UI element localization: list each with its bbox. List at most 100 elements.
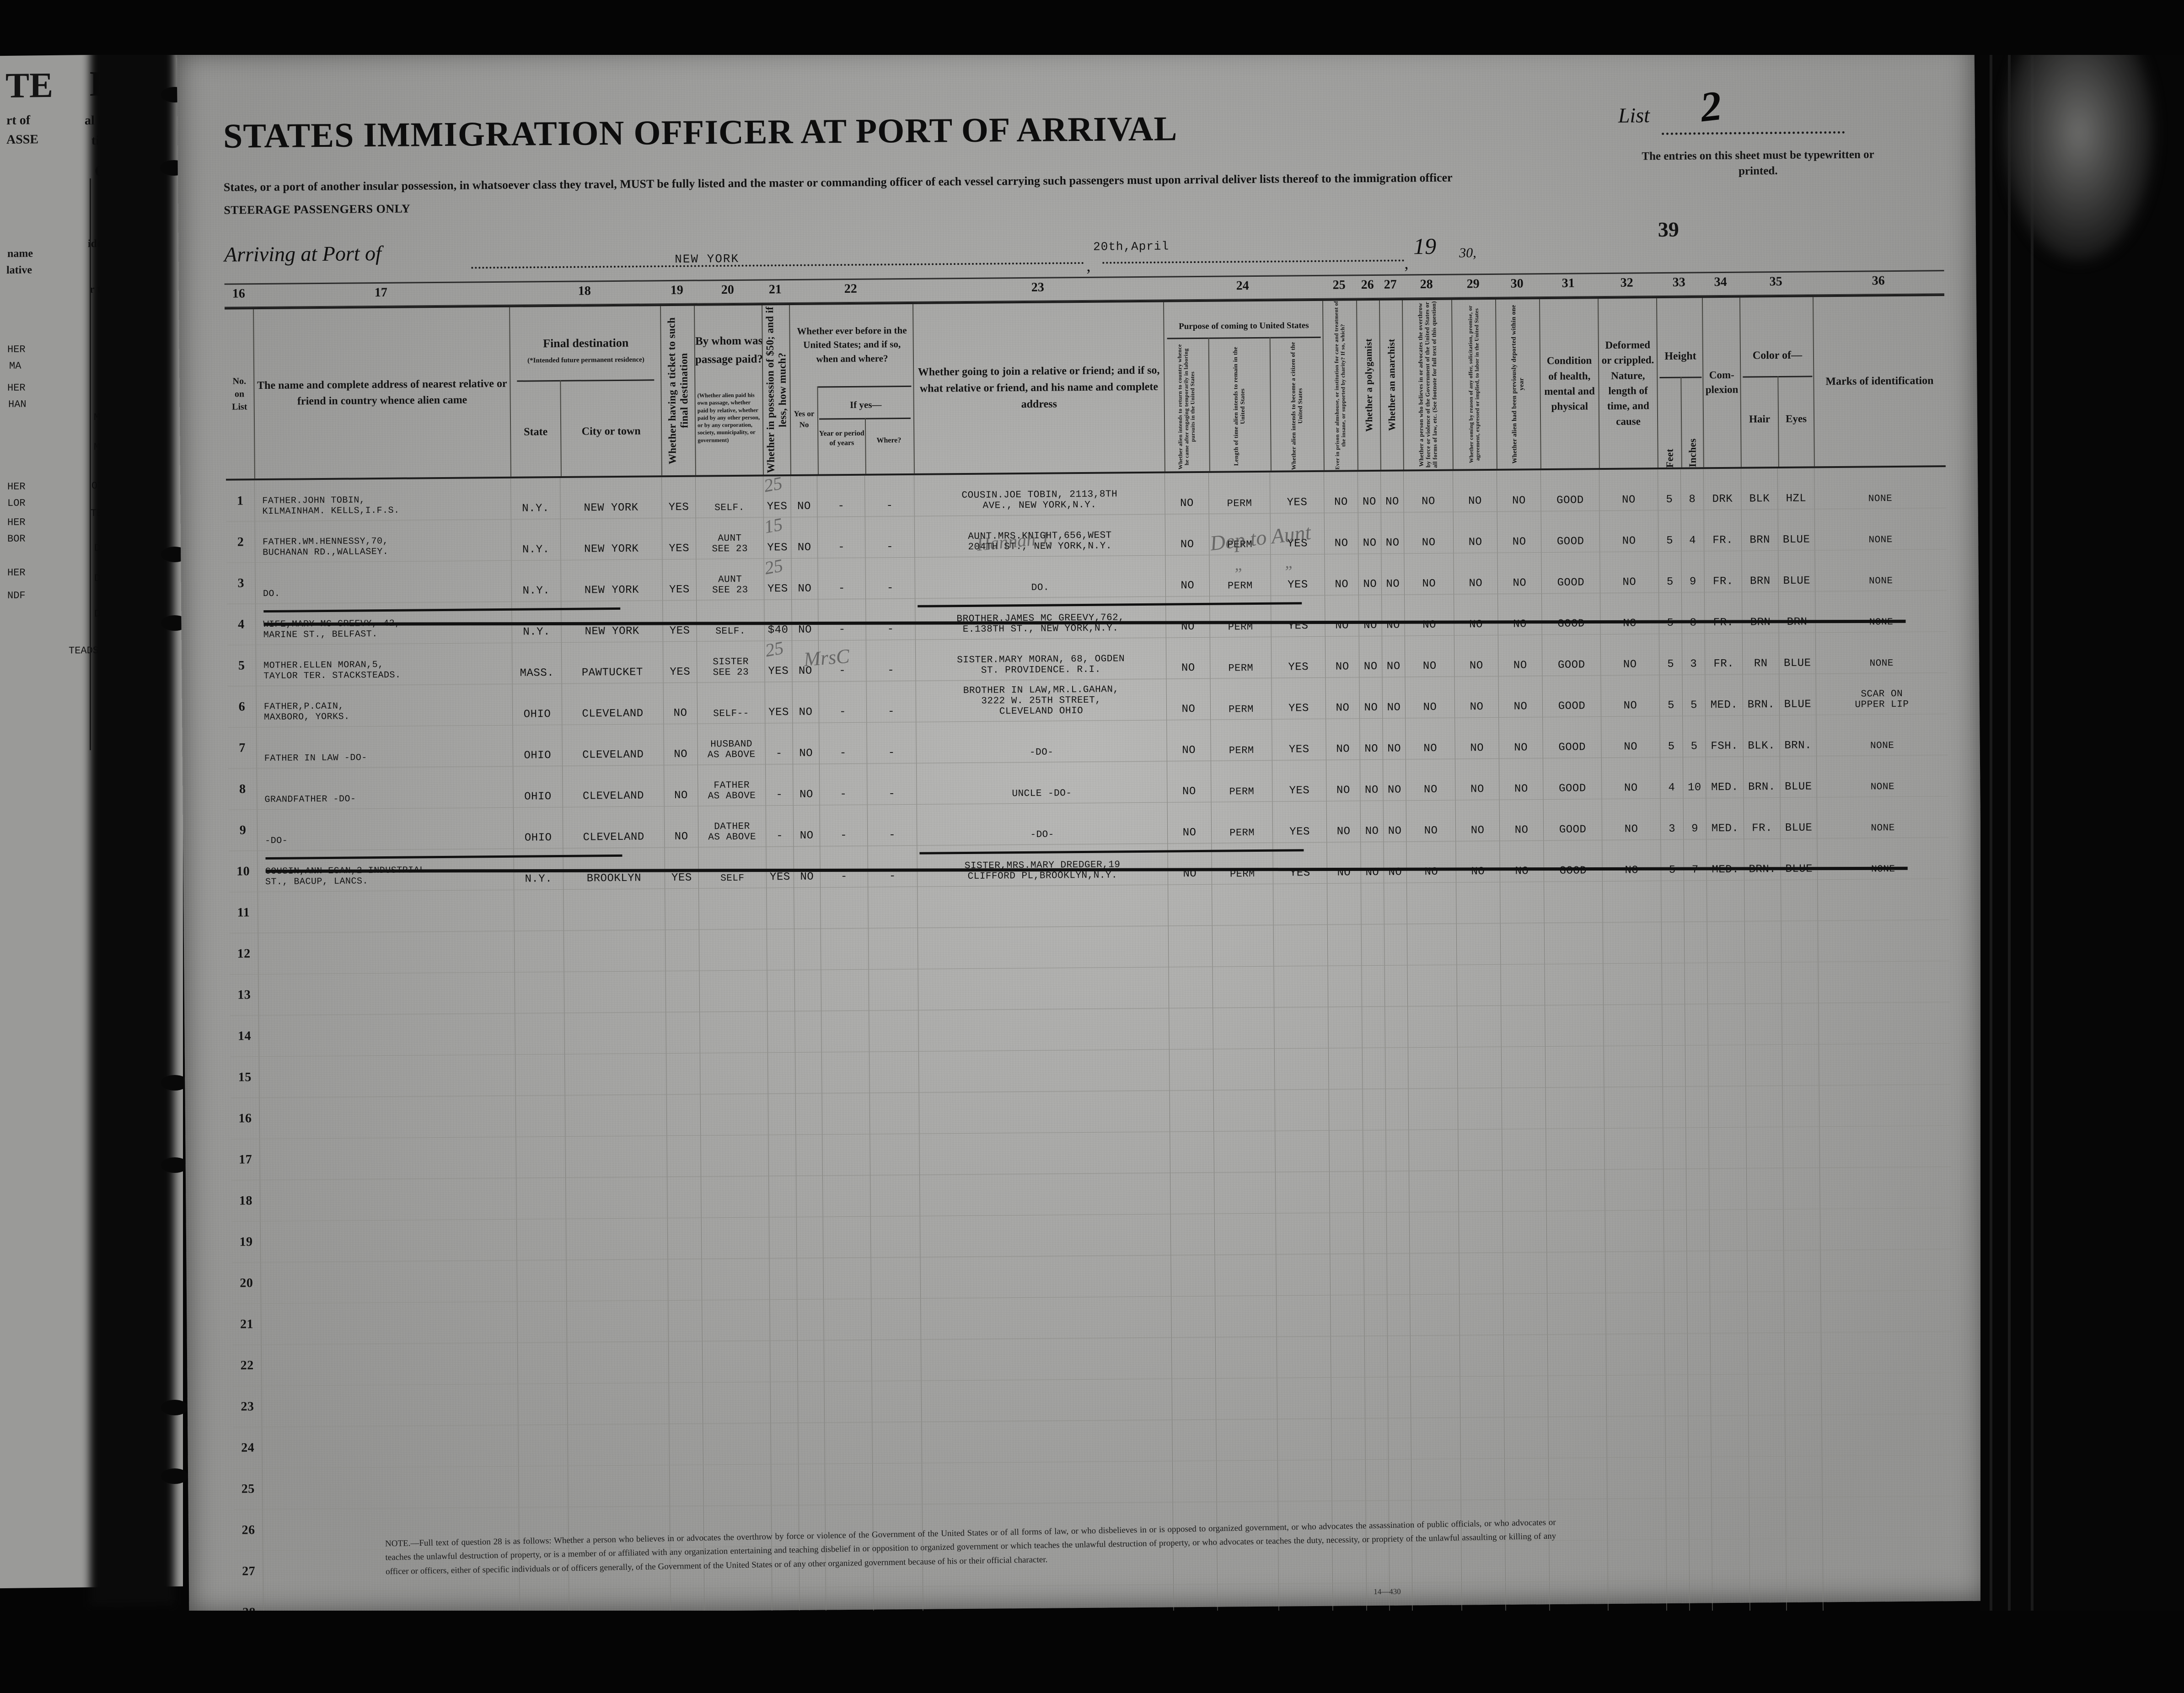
cell-c24c bbox=[1273, 966, 1328, 1007]
cell-c29 bbox=[1456, 923, 1501, 965]
cell-fifty: YES bbox=[764, 640, 792, 682]
cell-join bbox=[918, 1008, 1169, 1051]
cell-inches bbox=[1685, 1128, 1709, 1169]
header-col-22: Whether ever before in the United States… bbox=[789, 304, 914, 474]
cell-no: 24 bbox=[241, 1440, 255, 1455]
cell-no: 19 bbox=[239, 1234, 253, 1249]
colnum-16: 16 bbox=[232, 286, 245, 301]
cell-c25 bbox=[1328, 1048, 1363, 1089]
cell-c28 bbox=[1407, 1006, 1457, 1048]
header-col-20: By whom was passage paid? (Whether alien… bbox=[694, 305, 763, 475]
cell-no: 9 bbox=[239, 822, 247, 837]
cell-c24a: NO bbox=[1166, 720, 1211, 761]
header-col-19: Whether having a ticket to such final de… bbox=[660, 306, 695, 476]
cell-ticket: NO bbox=[664, 806, 698, 848]
cell-ticket bbox=[667, 1259, 702, 1301]
cell-fifty bbox=[767, 1052, 795, 1094]
cell-city bbox=[567, 1465, 670, 1507]
colnum-21: 21 bbox=[768, 282, 782, 297]
cell-c29: NO bbox=[1453, 553, 1498, 594]
cell-complexion: DRK bbox=[1703, 468, 1741, 510]
cell-complexion: MED. bbox=[1705, 757, 1744, 798]
cell-state bbox=[514, 930, 564, 972]
header-c22-year: Year or period of years bbox=[819, 429, 864, 447]
cell-no: 25 bbox=[241, 1481, 255, 1496]
cell-hair: RN bbox=[1742, 633, 1779, 674]
cell-feet: 5 bbox=[1659, 675, 1683, 716]
cell-state bbox=[516, 1260, 567, 1301]
cell-fifty: $40 bbox=[764, 599, 792, 641]
cell-c28: NO bbox=[1405, 759, 1455, 801]
cell-where: - bbox=[864, 516, 915, 558]
cell-join: DO. bbox=[914, 555, 1166, 598]
cell-ticket: YES bbox=[661, 518, 696, 559]
cell-c29: NO bbox=[1454, 635, 1498, 677]
page-title: STATES IMMIGRATION OFFICER AT PORT OF AR… bbox=[223, 109, 1178, 156]
cell-c30 bbox=[1501, 1088, 1546, 1129]
cell-c24b bbox=[1215, 1378, 1277, 1419]
cell-paid bbox=[699, 1053, 768, 1094]
cell-years bbox=[821, 1010, 869, 1052]
cell-c25 bbox=[1327, 883, 1361, 924]
cell-city bbox=[565, 1177, 667, 1219]
cell-state: OHIO bbox=[512, 683, 562, 725]
cell-no: 18 bbox=[239, 1193, 253, 1208]
cell-fifty bbox=[767, 1093, 796, 1135]
cell-c29 bbox=[1457, 1005, 1501, 1047]
cell-c29 bbox=[1459, 1335, 1504, 1376]
cell-c29: NO bbox=[1455, 841, 1500, 882]
cell-join: COUSIN.JOE TOBIN, 2113,8TH AVE., NEW YOR… bbox=[913, 473, 1165, 516]
cell-c24a bbox=[1168, 884, 1212, 926]
cell-feet bbox=[1661, 922, 1685, 963]
cell-eyes bbox=[1786, 1538, 1823, 1580]
cell-c30: NO bbox=[1497, 594, 1542, 635]
cell-c26 bbox=[1364, 1336, 1388, 1377]
cell-state bbox=[517, 1301, 567, 1343]
cell-before bbox=[798, 1423, 825, 1464]
cell-inches bbox=[1688, 1498, 1712, 1539]
cell-marks bbox=[1821, 1373, 1953, 1415]
cell-c24b bbox=[1213, 1007, 1274, 1049]
cell-c25: NO bbox=[1324, 554, 1359, 595]
cell-paid bbox=[703, 1464, 771, 1506]
cell-ticket: YES bbox=[662, 559, 697, 601]
left-frag-ndf: NDF bbox=[7, 590, 26, 602]
form-number: 14—430 bbox=[1374, 1587, 1401, 1596]
cell-fifty bbox=[770, 1464, 799, 1505]
cell-c27 bbox=[1388, 1459, 1411, 1500]
cell-c26 bbox=[1361, 924, 1384, 966]
cell-state bbox=[516, 1177, 566, 1219]
cell-join: UNCLE -DO- bbox=[916, 761, 1167, 804]
cell-c25 bbox=[1329, 1213, 1364, 1254]
cell-c29: NO bbox=[1453, 511, 1497, 553]
cell-c31 bbox=[1545, 1129, 1604, 1170]
cell-where bbox=[870, 1257, 921, 1299]
cell-eyes: BRN. bbox=[1779, 715, 1816, 757]
colnum-28: 28 bbox=[1420, 277, 1433, 292]
cell-hair bbox=[1745, 1086, 1783, 1127]
cell-c24c bbox=[1273, 924, 1328, 966]
cell-hair bbox=[1744, 962, 1782, 1004]
cell-complexion bbox=[1710, 1333, 1748, 1375]
cell-join bbox=[919, 1173, 1170, 1216]
cell-ticket bbox=[667, 1218, 702, 1259]
cell-join bbox=[918, 1049, 1170, 1092]
cell-no: 27 bbox=[242, 1564, 256, 1578]
cell-no: 16 bbox=[238, 1111, 252, 1125]
cell-no: 26 bbox=[241, 1522, 255, 1537]
cell-c24c: YES bbox=[1269, 472, 1324, 513]
cell-fifty bbox=[766, 887, 794, 929]
colnum-36: 36 bbox=[1872, 274, 1885, 288]
cell-feet bbox=[1663, 1251, 1687, 1293]
cell-paid: SISTER SEE 23 bbox=[696, 641, 765, 683]
cell-inches bbox=[1686, 1251, 1710, 1292]
cell-state bbox=[518, 1466, 568, 1507]
cell-nearest bbox=[262, 1466, 519, 1510]
header-col-26: Whether a polygamist bbox=[1356, 300, 1380, 470]
header-purpose-group: Purpose of coming to United States bbox=[1179, 321, 1309, 332]
cell-c25 bbox=[1329, 1130, 1363, 1172]
cell-before: NO bbox=[792, 764, 820, 805]
cell-inches: 7 bbox=[1683, 839, 1706, 881]
cell-hair: FR. bbox=[1743, 798, 1781, 839]
cell-c27 bbox=[1384, 965, 1408, 1006]
